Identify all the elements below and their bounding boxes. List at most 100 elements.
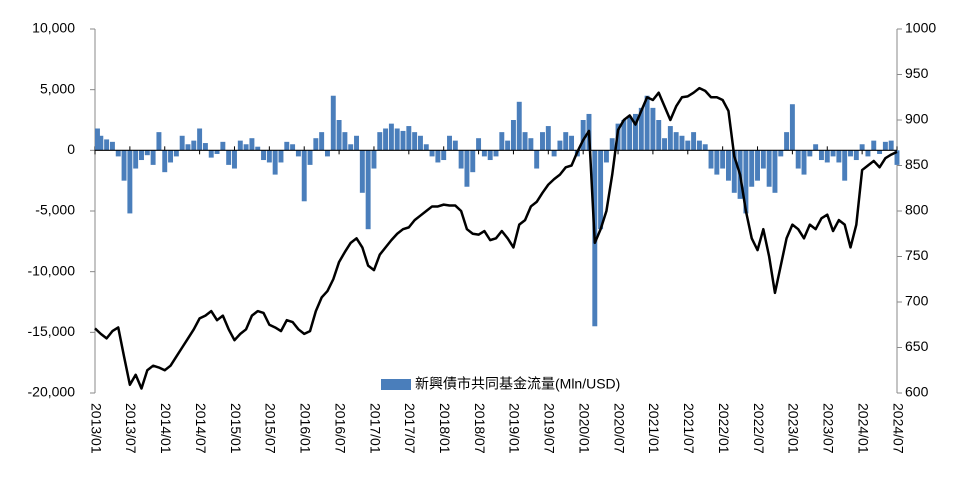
bar xyxy=(226,150,232,165)
bar xyxy=(144,150,150,156)
bar xyxy=(720,150,726,169)
bar xyxy=(877,150,883,154)
bar xyxy=(133,150,139,169)
bar xyxy=(185,144,191,151)
bar xyxy=(208,150,214,158)
x-tick-label: 2018/07 xyxy=(472,403,488,454)
bar xyxy=(412,132,418,151)
bar xyxy=(859,144,865,151)
bar xyxy=(865,150,871,157)
bar xyxy=(679,135,685,151)
bar xyxy=(551,150,557,157)
y2-tick-label: 800 xyxy=(905,202,929,218)
bar xyxy=(603,150,609,163)
y2-tick-label: 700 xyxy=(905,293,929,309)
x-tick-label: 2015/07 xyxy=(263,403,279,454)
bar xyxy=(789,104,795,151)
bar xyxy=(127,150,133,214)
y2-tick-label: 750 xyxy=(905,247,929,263)
bar xyxy=(290,144,296,151)
bar xyxy=(447,135,452,151)
bar xyxy=(714,150,720,175)
x-tick-label: 2019/07 xyxy=(542,403,558,454)
x-tick-label: 2015/01 xyxy=(228,403,244,454)
bar xyxy=(487,150,493,161)
bar xyxy=(179,135,185,151)
x-tick-label: 2016/07 xyxy=(332,403,348,454)
bar xyxy=(464,150,470,187)
bar xyxy=(109,141,115,151)
bar xyxy=(888,140,894,151)
bar xyxy=(388,123,394,151)
x-tick-label: 2019/01 xyxy=(507,403,523,454)
bar xyxy=(510,120,516,151)
bar xyxy=(261,150,267,161)
bar xyxy=(313,138,319,151)
x-tick-label: 2020/01 xyxy=(576,403,592,454)
bar xyxy=(824,150,830,163)
bar xyxy=(743,150,749,214)
bar xyxy=(191,140,197,151)
x-tick-label: 2023/01 xyxy=(786,403,802,454)
bar xyxy=(662,138,668,151)
bar xyxy=(435,150,441,163)
bar xyxy=(115,150,121,157)
bar xyxy=(534,150,540,169)
y2-tick-label: 600 xyxy=(905,384,929,400)
bar xyxy=(237,140,243,151)
bar xyxy=(516,101,522,151)
bar xyxy=(441,150,447,161)
bar xyxy=(795,150,801,169)
bar xyxy=(540,132,545,151)
y-tick-label: -10,000 xyxy=(28,262,76,278)
bar xyxy=(202,143,208,151)
bar xyxy=(836,150,842,163)
y-tick-label: 0 xyxy=(67,141,75,157)
bar xyxy=(301,150,307,202)
bar xyxy=(725,150,731,181)
y-tick-label: 10,000 xyxy=(32,20,75,36)
bar xyxy=(778,150,784,157)
x-tick-label: 2023/07 xyxy=(821,403,837,454)
bar xyxy=(760,150,766,169)
bar xyxy=(848,150,853,157)
bar xyxy=(243,144,249,151)
bar xyxy=(197,128,203,151)
bar xyxy=(667,126,673,151)
bar xyxy=(784,132,790,151)
bar xyxy=(830,150,836,157)
x-tick-label: 2018/01 xyxy=(437,403,453,454)
bar xyxy=(882,141,888,151)
bar xyxy=(644,95,650,151)
bar xyxy=(452,140,458,151)
x-tick-label: 2013/07 xyxy=(123,403,139,454)
bar xyxy=(266,150,272,163)
bar xyxy=(871,140,877,151)
y-tick-label: -15,000 xyxy=(28,323,76,339)
x-tick-label: 2017/07 xyxy=(402,403,418,454)
bar xyxy=(499,132,505,151)
bar xyxy=(493,150,499,157)
bar xyxy=(749,150,755,187)
y-tick-label: -5,000 xyxy=(35,202,75,218)
y2-tick-label: 1000 xyxy=(905,20,936,36)
bar xyxy=(528,138,534,151)
bar xyxy=(417,135,423,151)
bar xyxy=(394,128,400,151)
y-tick-label: -20,000 xyxy=(28,384,76,400)
bar xyxy=(173,150,179,157)
x-tick-label: 2021/07 xyxy=(681,403,697,454)
bar xyxy=(150,150,156,165)
bar xyxy=(685,140,691,151)
bar xyxy=(505,140,511,151)
x-tick-label: 2014/01 xyxy=(158,403,174,454)
y2-tick-label: 900 xyxy=(905,111,929,127)
bar xyxy=(766,150,772,187)
bar xyxy=(545,126,551,151)
bar xyxy=(481,150,487,157)
bar xyxy=(598,150,604,230)
bar xyxy=(406,126,412,151)
bar xyxy=(121,150,127,181)
y2-tick-label: 650 xyxy=(905,338,929,354)
